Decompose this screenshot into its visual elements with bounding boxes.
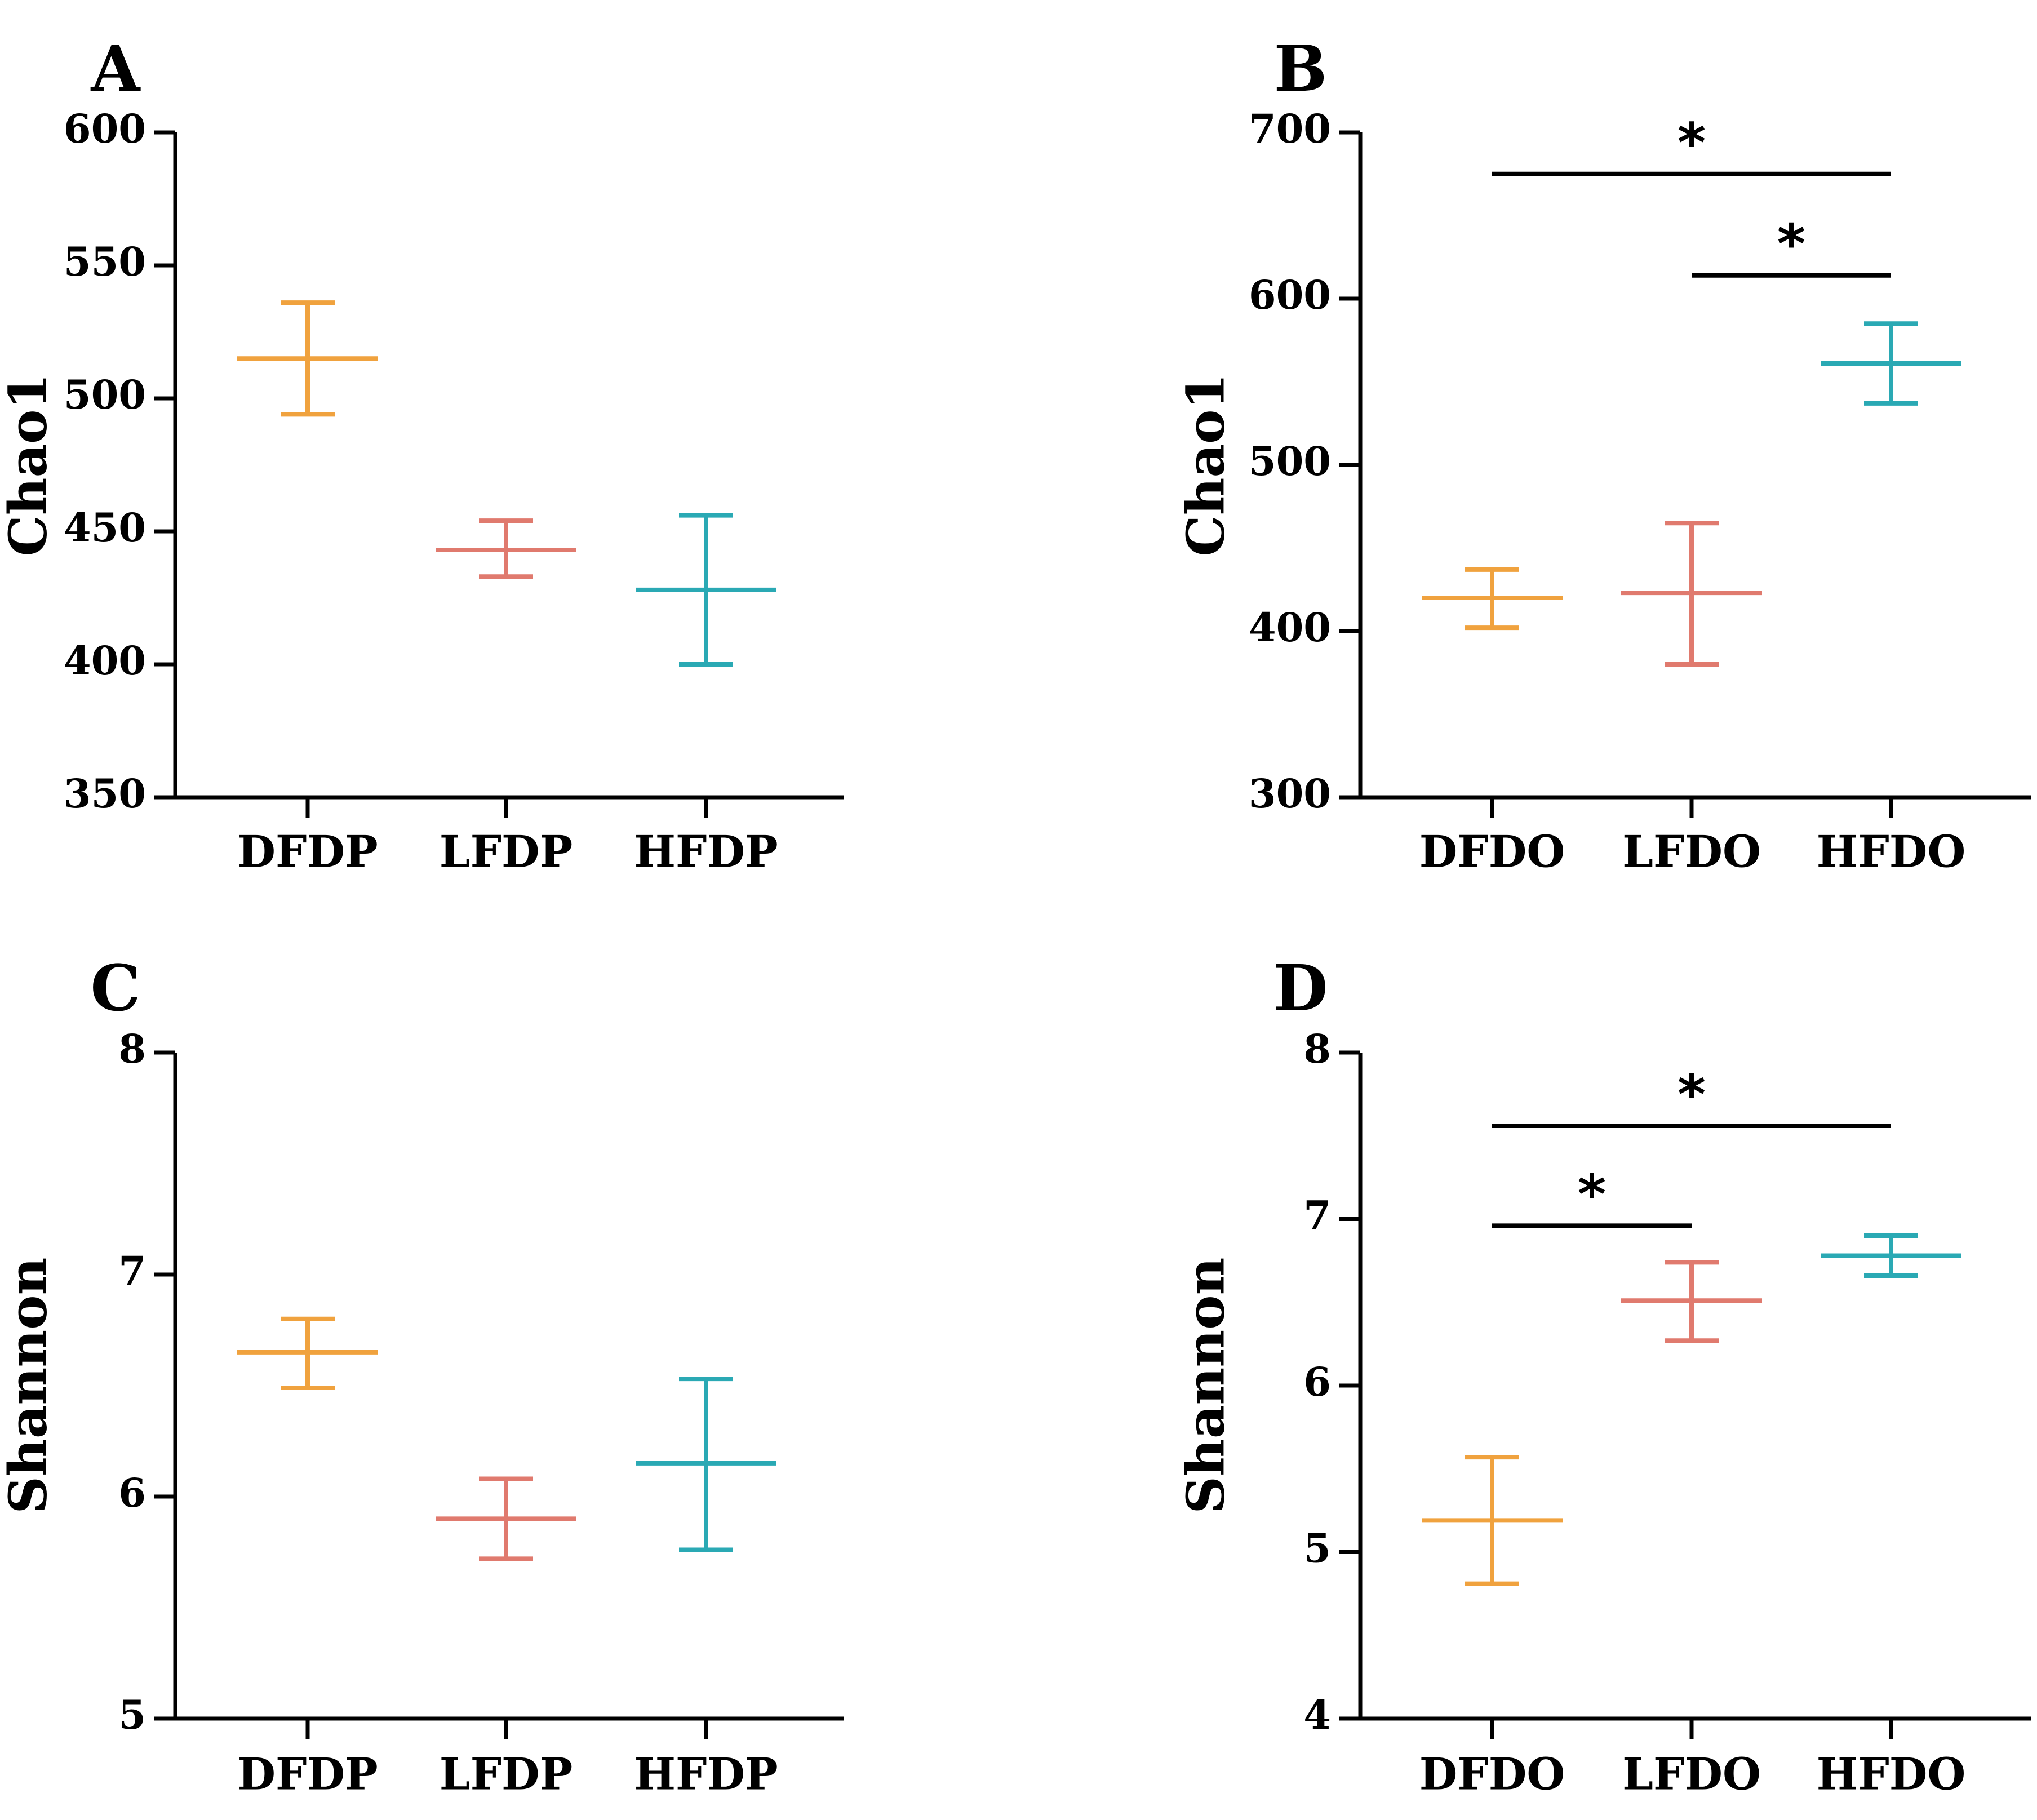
x-category-label: LFDO	[1622, 1749, 1761, 1800]
y-tick-label: 5	[1303, 1525, 1331, 1572]
y-axis-title: Shannon	[1175, 1258, 1236, 1514]
panel-letter: C	[90, 952, 140, 1026]
significance-star: *	[1677, 112, 1706, 175]
x-category-label: LFDP	[440, 827, 573, 878]
y-tick-label: 700	[1249, 105, 1331, 152]
y-tick-label: 7	[1303, 1192, 1331, 1239]
y-tick-label: 7	[118, 1248, 146, 1294]
x-category-label: LFDO	[1622, 827, 1761, 878]
y-tick-label: 5	[118, 1692, 146, 1738]
x-category-label: DFDP	[237, 1749, 378, 1800]
y-axis-title: Chao1	[0, 373, 59, 556]
significance-star: *	[1677, 1063, 1706, 1126]
panel-B: B 300 400 500 600 700 Chao1 DFDO LFDO HFDO * *	[1175, 32, 2031, 878]
panel-letter: A	[91, 32, 141, 106]
panel-A: A 350 400 450 500 550 600 Chao1 DFDP LFDP HFDP	[0, 32, 844, 878]
x-category-label: HFDO	[1817, 1749, 1966, 1800]
x-category-label: DFDO	[1419, 1749, 1565, 1800]
panel-D: D 4 5 6 7 8 Shannon DFDO LFDO HFDO * *	[1175, 952, 2031, 1800]
y-axis-title: Chao1	[1175, 373, 1236, 556]
x-category-label: HFDO	[1817, 827, 1966, 878]
y-tick-label: 400	[64, 637, 146, 684]
y-tick-label: 8	[1303, 1026, 1331, 1072]
y-tick-label: 6	[118, 1470, 146, 1516]
y-tick-label: 300	[1249, 770, 1331, 817]
y-tick-label: 500	[1249, 438, 1331, 485]
y-tick-label: 4	[1303, 1692, 1331, 1738]
x-category-label: DFDO	[1419, 827, 1565, 878]
y-tick-label: 6	[1303, 1359, 1331, 1405]
y-tick-label: 350	[64, 770, 146, 817]
significance-star: *	[1578, 1163, 1606, 1226]
y-axis-title: Shannon	[0, 1258, 59, 1514]
y-tick-label: 600	[1249, 272, 1331, 318]
y-tick-label: 8	[118, 1026, 146, 1072]
y-tick-label: 600	[64, 105, 146, 152]
x-category-label: LFDP	[440, 1749, 573, 1800]
significance-star: *	[1777, 213, 1805, 276]
x-category-label: DFDP	[237, 827, 378, 878]
panel-C: C 5 6 7 8 Shannon DFDP LFDP HFDP	[0, 952, 844, 1800]
panel-letter: D	[1273, 952, 1328, 1026]
y-tick-label: 450	[64, 504, 146, 551]
y-tick-label: 550	[64, 238, 146, 285]
x-category-label: HFDP	[634, 1749, 778, 1800]
y-tick-label: 500	[64, 371, 146, 418]
panel-letter: B	[1274, 32, 1328, 106]
y-tick-label: 400	[1249, 604, 1331, 651]
x-category-label: HFDP	[634, 827, 778, 878]
